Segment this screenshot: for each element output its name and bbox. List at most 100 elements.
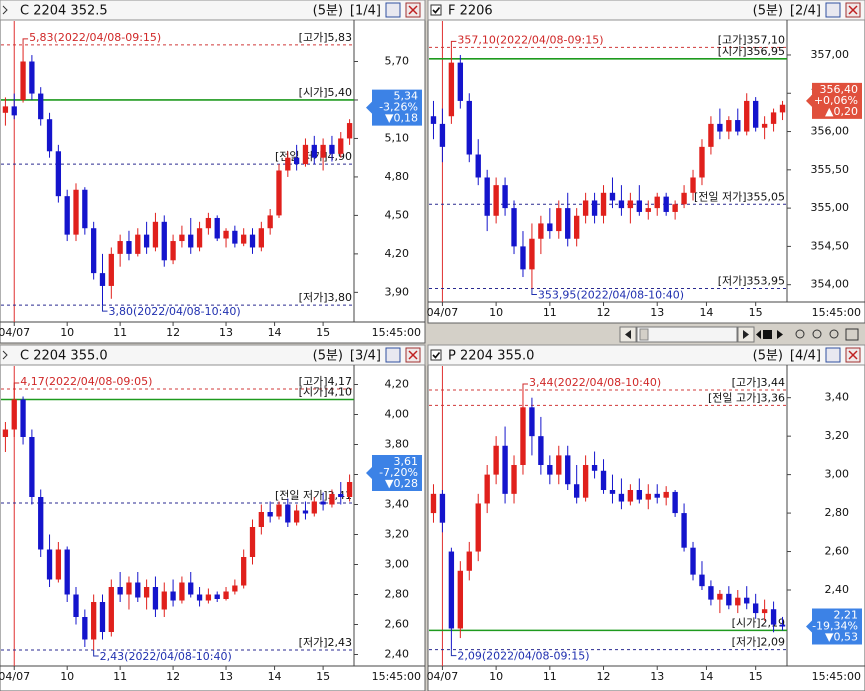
candle-body [11,399,17,430]
candle-body [690,177,696,193]
candle-body [91,228,97,274]
candle-body [538,223,544,239]
prev-button[interactable] [756,330,761,339]
title-bar [0,0,426,21]
candle-body [529,238,535,270]
candle-body [346,482,353,497]
x-tick-label: 11 [543,306,557,319]
page-index: [2/4] [790,4,821,19]
candle-body [170,591,176,601]
candle-body [267,215,273,229]
x-tick-label: 13 [219,326,233,339]
checkbox[interactable] [430,4,442,16]
candle-body [582,200,589,216]
candle-body [636,200,643,212]
chart-panel: C 2204 352.5 (5분) [1/4] 3,90 4,20 4,50 4,80 5,1… [0,0,426,344]
checkbox[interactable] [430,349,442,361]
zoom-fit[interactable] [829,329,839,339]
low-marker [101,305,108,312]
candle-body [672,491,678,514]
close-icon [848,350,858,360]
zoom-out[interactable] [812,329,822,339]
next-button[interactable] [777,330,783,339]
stop-button[interactable] [763,330,772,339]
x-tick-label: 12 [166,670,180,683]
candle-body [726,120,732,132]
title-bar [427,0,865,21]
price-level-label: [고가]357,10 [718,33,785,46]
x-tick-label: 14 [699,306,713,319]
check-icon [432,7,441,14]
panel-title: F 2206 [448,4,493,19]
candle-body [752,603,759,614]
panel-title: P 2204 355.0 [448,349,534,364]
candle-body [502,445,508,494]
candle-body [735,120,741,132]
candle-body [188,234,194,248]
x-tick-label: 04/07 [427,306,459,319]
candle-body [582,465,589,498]
marker-icon [2,5,8,15]
price-level-label: [전일 저가]355,05 [694,189,785,203]
candle-body [493,185,499,216]
candle-body [556,455,562,475]
candle-body [493,445,499,475]
last-price-tag [366,455,422,491]
zoom-in[interactable] [795,329,805,339]
candle-body [609,490,616,494]
scroll-thumb[interactable] [639,328,649,341]
candle-body [241,234,247,244]
y-tick-label: 4,80 [385,170,410,183]
candle-body [645,493,651,500]
candle-body [708,123,714,147]
restore-button[interactable] [385,347,401,363]
candle-body [466,100,472,155]
y-tick-label: 2,80 [385,588,410,601]
x-tick-label: 15 [316,670,330,683]
last-price-text: -19,34% [812,620,858,633]
candle-body [232,585,238,592]
x-tick-label: 11 [543,670,557,683]
candle-body [135,234,141,254]
close-icon [408,350,418,360]
price-level-label: [저가]2,09 [732,636,785,649]
candle-body [329,144,335,154]
last-price-text: -7,20% [379,466,418,479]
scroll-toolbar [428,323,865,344]
candle-body [565,455,571,485]
marker-icon [2,350,8,360]
candle-body [91,602,97,640]
y-tick-label: 354,50 [811,239,850,252]
candle-body [205,217,212,229]
y-tick-label: 5,70 [385,54,410,67]
scroll-track[interactable] [636,326,738,343]
price-level-label: [고가]3,44 [732,376,785,389]
last-price-text: ▲0,20 [825,105,858,118]
y-tick-label: 3,20 [385,528,410,541]
y-tick-label: 4,50 [385,208,410,221]
restore-button[interactable] [825,2,841,18]
candle-body [214,217,220,239]
y-tick-label: 2,40 [825,583,850,596]
candle-body [761,123,768,128]
price-level-label: [전일 고가]3,36 [708,390,785,404]
last-price-text: 5,34 [394,90,419,103]
candle-body [126,582,132,595]
restore-button[interactable] [385,2,401,18]
candle-body [448,62,455,117]
settings-button[interactable] [845,328,859,341]
candle-body [573,484,580,498]
interval: (5분) [753,4,783,19]
candle-body [717,123,723,132]
candle-body [99,602,106,632]
y-tick-label: 354,00 [811,278,850,291]
candle-body [681,192,687,205]
candle-body [82,189,88,229]
candle-body [439,123,446,147]
last-price-text: ▼0,18 [385,112,418,125]
candle-body [708,586,714,600]
last-price-text: ▼0,28 [385,477,418,490]
restore-button[interactable] [825,347,841,363]
candle-body [770,609,777,625]
candle-body [311,144,317,158]
